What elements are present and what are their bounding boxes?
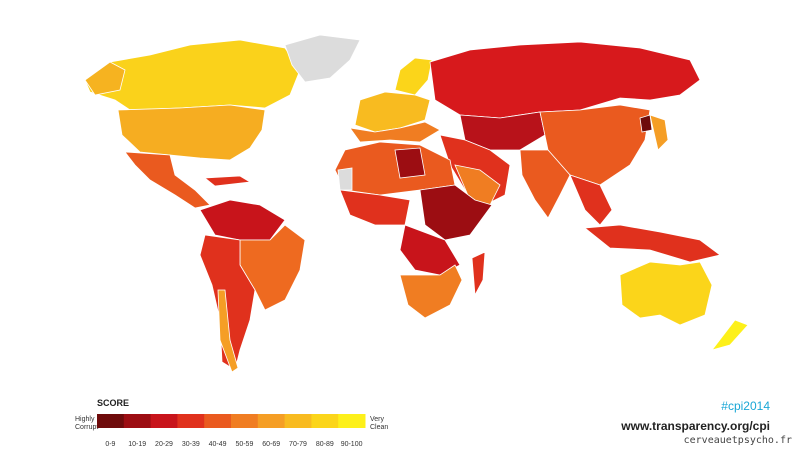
mexico xyxy=(124,151,211,209)
alaska xyxy=(84,61,126,96)
legend-bin-label: 20-29 xyxy=(155,441,173,448)
legend-swatch xyxy=(177,414,205,428)
legend-swatch xyxy=(204,414,232,428)
korea-japan xyxy=(649,114,669,151)
watermark: cerveauetpsycho.fr xyxy=(684,435,792,446)
libya xyxy=(394,147,426,179)
legend-swatch xyxy=(338,414,366,428)
indonesia xyxy=(583,224,721,263)
india xyxy=(519,149,571,219)
legend-swatch xyxy=(150,414,178,428)
legend-bin-label: 40-49 xyxy=(209,441,227,448)
australia xyxy=(619,261,713,326)
canada xyxy=(84,39,301,111)
legend-swatch xyxy=(257,414,286,428)
legend-bin-label: 80-89 xyxy=(316,441,334,448)
hashtag: #cpi2014 xyxy=(721,399,770,413)
legend-high-label: Very Clean xyxy=(370,416,388,431)
west-africa xyxy=(339,189,411,226)
southeast-asia xyxy=(569,174,613,226)
new-zealand xyxy=(710,319,749,351)
southern-europe xyxy=(349,121,441,143)
south-america-west xyxy=(199,234,256,371)
greenland xyxy=(284,34,361,83)
legend-bin-label: 10-19 xyxy=(128,441,146,448)
chile xyxy=(217,289,239,373)
east-africa xyxy=(419,184,493,241)
url: www.transparency.org/cpi xyxy=(620,419,770,433)
legend-low-label: Highly Corrupt xyxy=(75,416,98,431)
legend-title: SCORE xyxy=(97,398,129,408)
madagascar xyxy=(471,251,486,297)
legend-bin-label: 50-59 xyxy=(235,441,253,448)
legend-swatch xyxy=(123,414,152,428)
western-europe xyxy=(354,91,431,133)
legend-swatch xyxy=(284,414,312,428)
legend-bin-label: 90-100 xyxy=(341,441,363,448)
legend-bin-label: 70-79 xyxy=(289,441,307,448)
western-sahara xyxy=(337,167,353,191)
legend: SCORE Highly Corrupt Very Clean 0-9 10-19 20… xyxy=(75,398,388,448)
legend-bin-label: 60-69 xyxy=(262,441,280,448)
south-america-north xyxy=(199,199,286,241)
legend-bin-label: 30-39 xyxy=(182,441,200,448)
southern-africa xyxy=(399,264,463,319)
world-map xyxy=(84,34,749,373)
north-korea xyxy=(639,114,653,133)
russia xyxy=(429,41,701,119)
caribbean xyxy=(203,175,252,187)
legend-swatch xyxy=(311,414,339,428)
usa xyxy=(117,104,266,161)
legend-swatch xyxy=(231,414,259,428)
legend-bin-label: 0-9 xyxy=(105,441,115,448)
legend-swatch xyxy=(97,414,125,428)
scandinavia xyxy=(394,57,433,96)
